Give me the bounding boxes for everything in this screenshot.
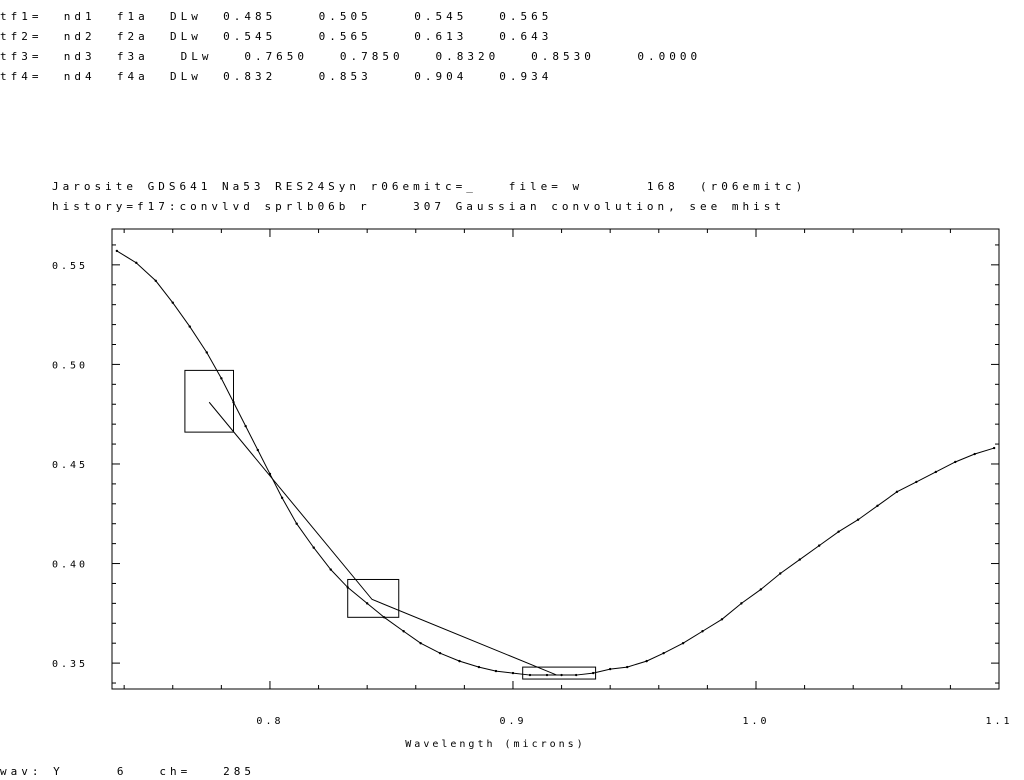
spectrum-point (856, 518, 860, 521)
spectrum-point (740, 602, 743, 605)
spectrum-point (115, 249, 119, 253)
continuum-line (208, 401, 577, 676)
spectrum-point (779, 572, 782, 575)
x-tick-label: 0.9 (499, 716, 526, 727)
spectrum-point (329, 568, 332, 571)
x-tick-label: 0.8 (256, 716, 283, 727)
y-tick-label: 0.50 (52, 360, 88, 371)
spectrum-point (837, 530, 840, 533)
spectrum-point (895, 490, 899, 494)
spectrum-point (528, 673, 532, 677)
spectrum-point (205, 351, 208, 354)
y-tick-label: 0.40 (52, 560, 88, 571)
spectrum-point (458, 659, 461, 663)
spectrum-point (798, 558, 801, 561)
spectrum-point (915, 480, 918, 484)
spectrum-point (268, 472, 272, 476)
x-tick-label: 1.0 (742, 716, 769, 727)
spectrum-point (232, 401, 235, 404)
spectrum-point (662, 651, 665, 655)
status-line: wav: Y 6 ch= 285 (0, 765, 255, 778)
tf1-line: tf1= nd1 f1a DLw 0.485 0.505 0.545 0.565 (0, 10, 553, 23)
tf2-line: tf2= nd2 f2a DLw 0.545 0.565 0.613 0.643 (0, 30, 553, 43)
spectrum-point (188, 325, 191, 328)
spectrum-line (116, 250, 995, 676)
spectrum-point (591, 671, 595, 675)
spectrum-point (280, 496, 284, 500)
spectrum-point (477, 665, 481, 669)
spectrum-point (681, 641, 685, 645)
y-tick-label: 0.55 (52, 261, 88, 272)
spectrum-history: history=f17:convlvd sprlb06b r 307 Gauss… (52, 200, 785, 213)
x-tick-label: 1.1 (985, 716, 1012, 727)
spectrum-point (244, 424, 247, 428)
spectrum-point (494, 669, 498, 673)
spectrum-point (574, 673, 578, 677)
spectrum-point (438, 651, 442, 655)
spectrum-point (645, 659, 648, 663)
spectrum-point (992, 446, 996, 450)
spectrum-point (256, 448, 260, 452)
spectrum-point (759, 588, 763, 591)
feature-box (347, 578, 400, 618)
spectrum-point (382, 616, 386, 619)
spectrum-point (312, 546, 315, 549)
spectrum-point (817, 544, 821, 547)
spectrum-point (625, 665, 629, 669)
spectrum-point (954, 460, 957, 464)
spectrum-point (545, 673, 549, 677)
spectrum-point (511, 671, 515, 675)
spectrum-title: Jarosite GDS641 Na53 RES24Syn r06emitc=_… (52, 180, 807, 193)
spectrum-point (560, 673, 563, 677)
spectrum-point (608, 667, 612, 671)
spectrum-point (220, 377, 223, 380)
spectrum-point (701, 630, 704, 633)
plot-frame (111, 228, 1000, 690)
tf4-line: tf4= nd4 f4a DLw 0.832 0.853 0.904 0.934 (0, 70, 553, 83)
spectrum-point (876, 504, 879, 507)
spectrum-point (171, 301, 174, 304)
spectrum-point (154, 279, 157, 282)
spectrum-point (934, 470, 938, 474)
tf3-line: tf3= nd3 f3a DLw 0.7650 0.7850 0.8320 0.… (0, 50, 702, 63)
spectrum-point (135, 261, 138, 265)
spectrum-point (402, 630, 405, 633)
spectrum-point (720, 618, 724, 621)
spectrum-point (973, 452, 976, 456)
x-axis-label: Wavelength (microns) (405, 739, 585, 750)
spectrum-point (365, 602, 369, 605)
y-tick-label: 0.45 (52, 460, 88, 471)
y-tick-label: 0.35 (52, 659, 88, 670)
spectrum-point (346, 586, 349, 589)
spectrum-point (419, 641, 422, 645)
feature-box (522, 666, 597, 680)
spectrum-point (295, 522, 298, 525)
